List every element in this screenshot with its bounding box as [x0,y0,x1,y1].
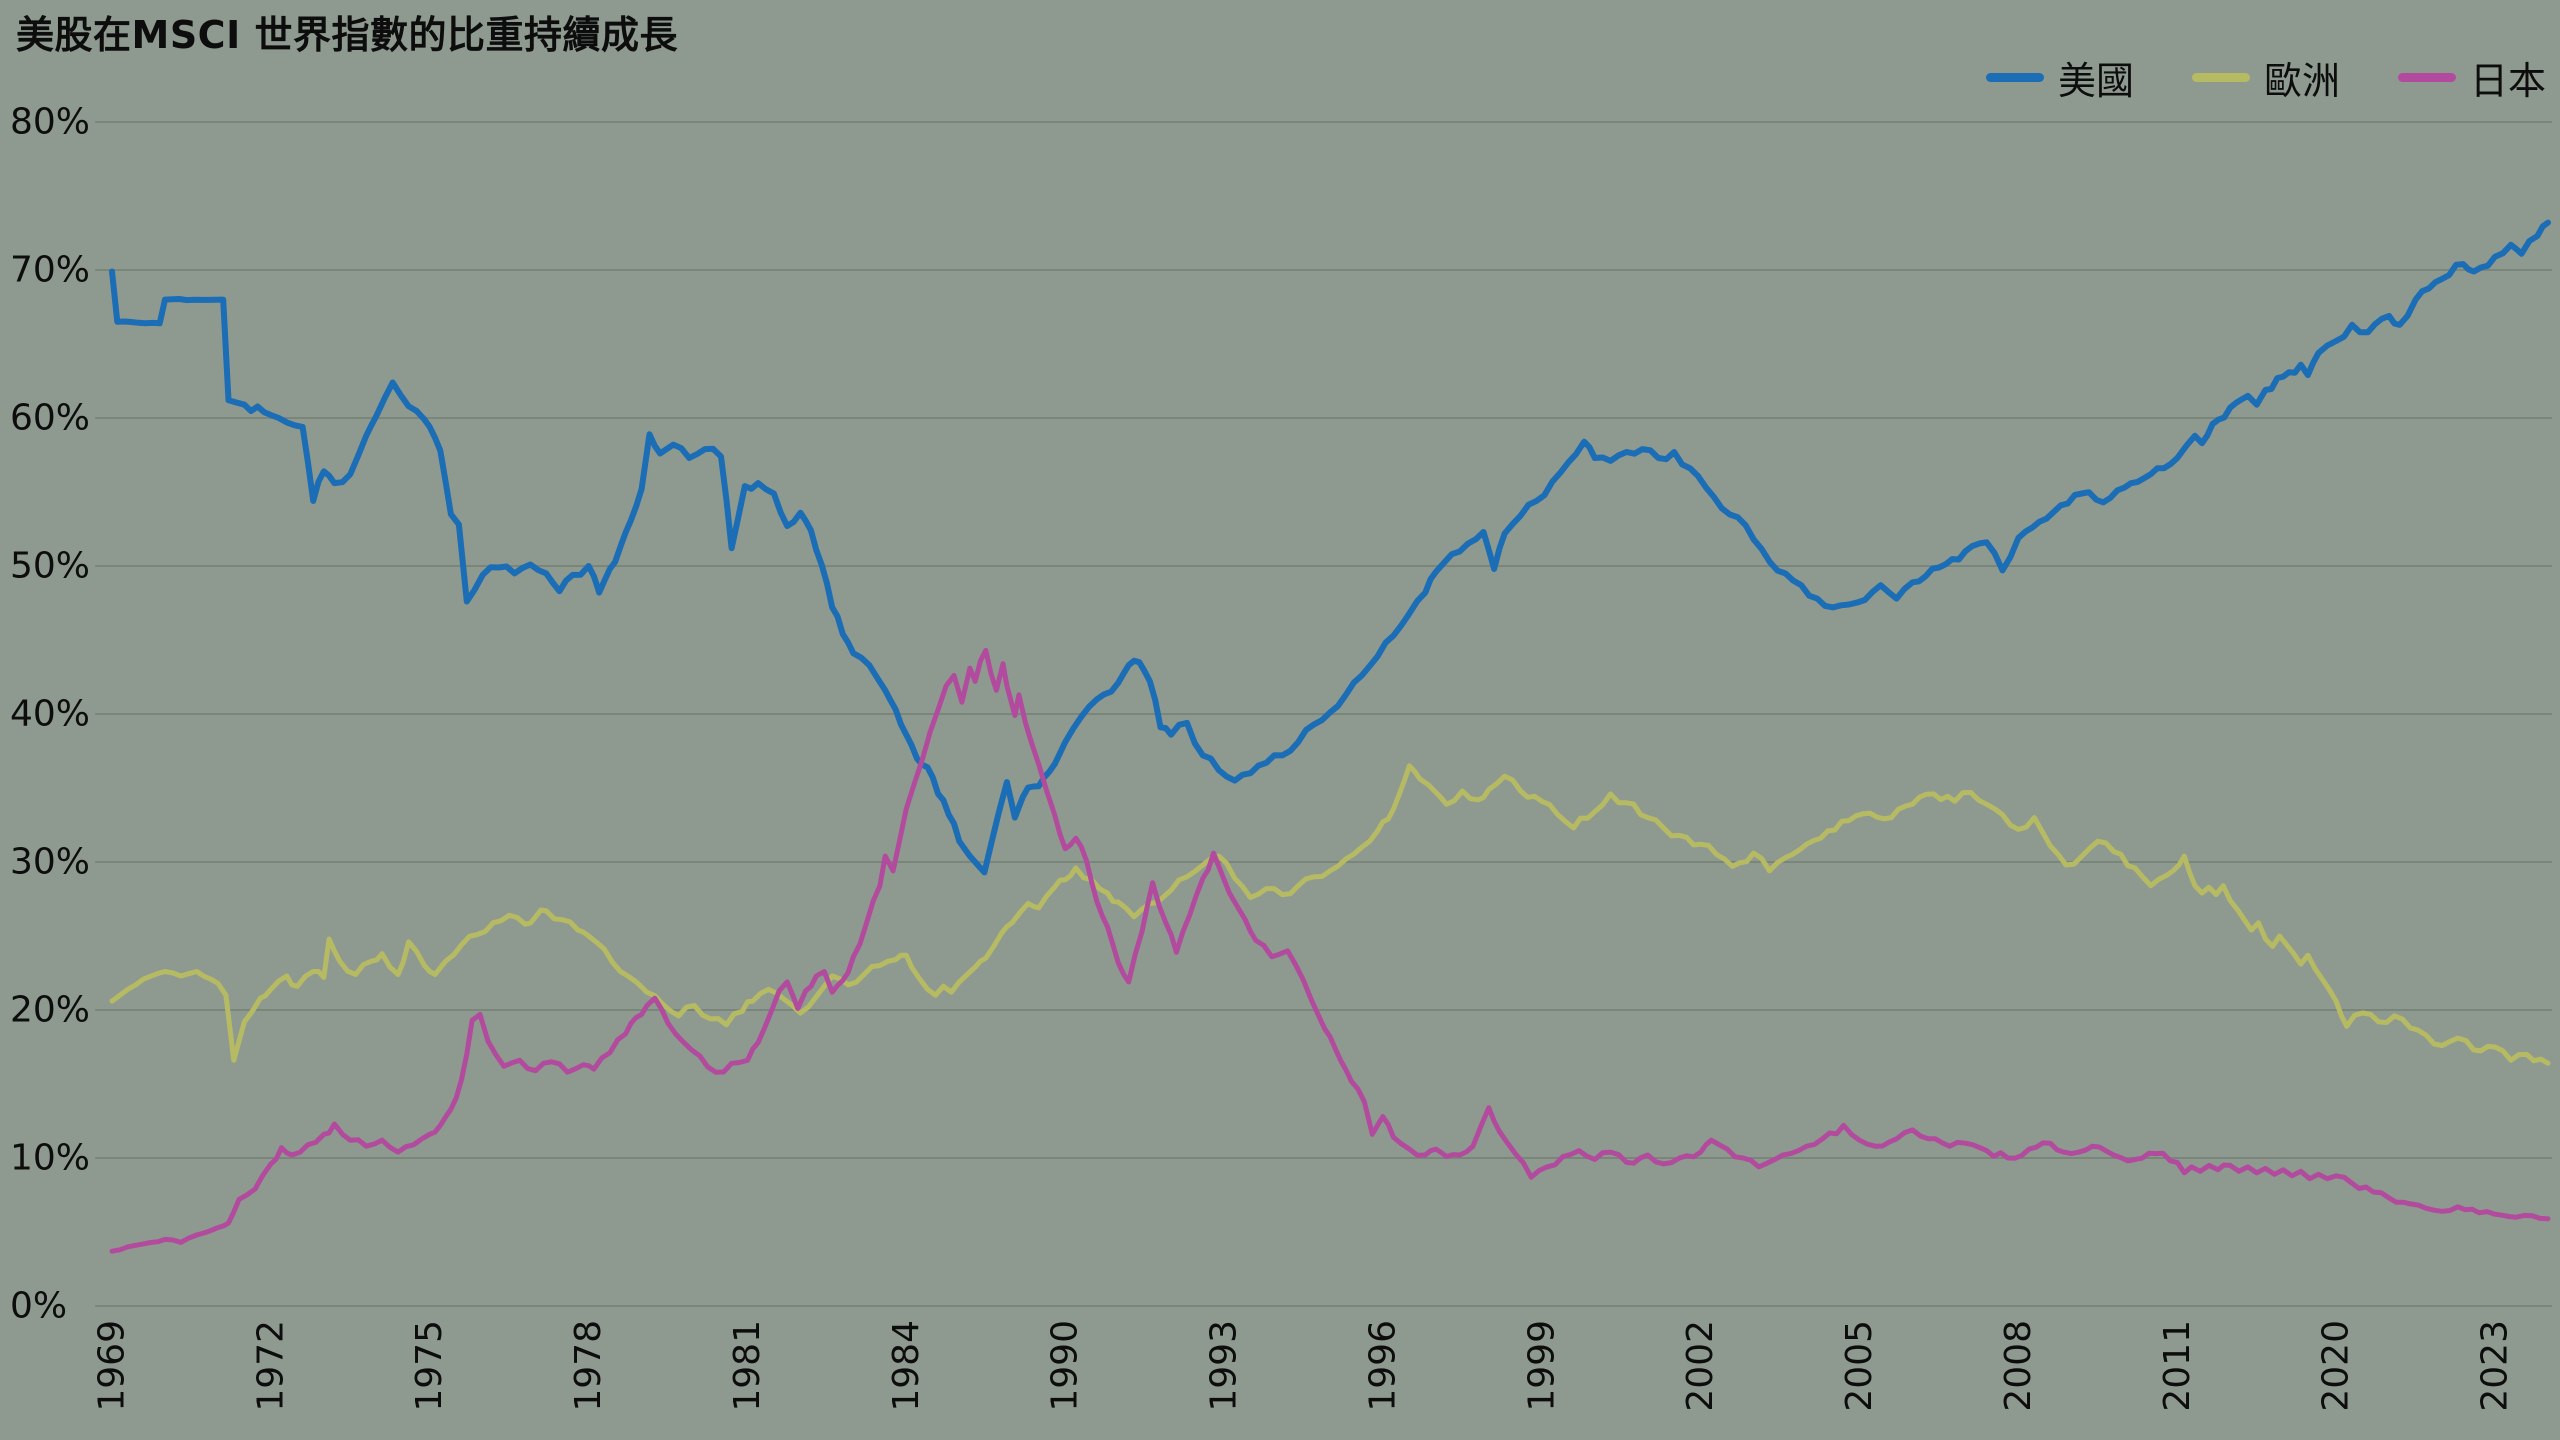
chart-title: 美股在MSCI 世界指數的比重持續成長 [16,13,678,57]
y-axis-label: 0% [10,1286,67,1327]
legend-swatch-us [1985,73,2044,82]
x-axis-label: 2023 [2475,1320,2516,1412]
x-axis-label: 1999 [1521,1320,1562,1412]
x-axis-label: 1996 [1362,1320,1403,1412]
x-axis-label: 1975 [409,1320,450,1412]
x-axis-label: 1984 [886,1320,927,1412]
legend-swatch-japan [2397,73,2456,82]
y-axis-label: 80% [10,102,90,143]
y-axis-label: 40% [10,694,90,735]
x-axis-label: 2011 [2157,1320,2198,1412]
legend-label-europe: 歐洲 [2263,59,2340,103]
series-line-us [109,219,2551,876]
y-axis-label: 70% [10,250,90,291]
x-axis-label: 1981 [727,1320,768,1412]
x-axis-label: 1993 [1204,1320,1245,1412]
y-axis-label: 10% [10,1138,90,1179]
x-axis-label: 1969 [92,1320,133,1412]
y-axis-label: 60% [10,398,90,439]
legend-item-europe: 歐洲 [2191,50,2340,105]
x-axis-label: 2005 [1839,1320,1880,1412]
x-axis-label: 2008 [1998,1320,2039,1412]
x-axis-label: 1972 [250,1320,291,1412]
y-axis-label: 20% [10,990,90,1031]
legend-label-japan: 日本 [2469,59,2546,103]
legend-label-us: 美國 [2057,59,2134,103]
legend-item-us: 美國 [1985,50,2134,105]
series-line-japan [109,647,2551,1254]
series-line-europe [109,763,2551,1066]
legend-swatch-europe [2191,73,2250,82]
x-axis-label: 2002 [1680,1320,1721,1412]
y-axis-label: 50% [10,546,90,587]
chart-legend: 美國 歐洲 日本 [1985,50,2546,105]
x-axis-label: 1990 [1045,1320,1086,1412]
y-axis-label: 30% [10,842,90,883]
x-axis-label: 1978 [568,1320,609,1412]
x-axis-label: 2020 [2316,1320,2357,1412]
legend-item-japan: 日本 [2397,50,2546,105]
